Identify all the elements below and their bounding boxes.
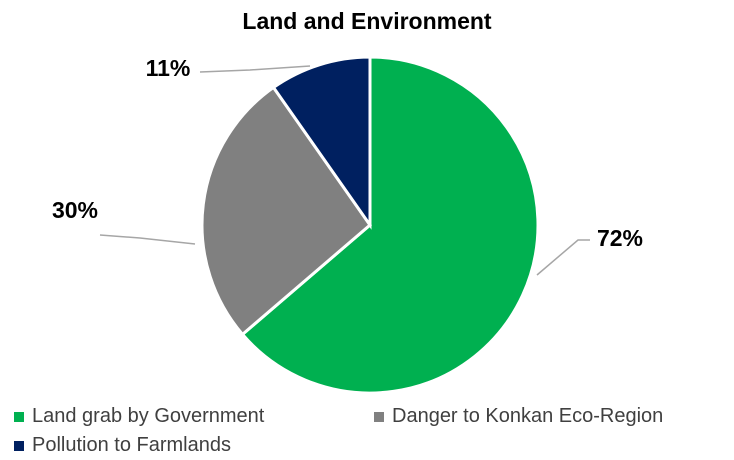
data-label-2: 11% (146, 55, 191, 81)
legend-row-2: Pollution to Farmlands (14, 431, 734, 460)
pie-slice-1 (200, 85, 373, 337)
legend-swatch-pollution (14, 440, 24, 451)
pie-slice-2 (271, 55, 372, 230)
legend-label-konkan: Danger to Konkan Eco-Region (392, 405, 664, 427)
legend-row-1: Land grab by Government Danger to Konkan… (14, 402, 734, 431)
pie-slice-0 (240, 55, 540, 395)
leader-line-1 (99, 234, 196, 245)
pie-chart: 72% 30% 11% (52, 55, 643, 395)
legend-label-pollution: Pollution to Farmlands (32, 434, 231, 456)
data-label-0: 72% (597, 225, 643, 251)
leader-line-2 (199, 65, 311, 73)
legend: Land grab by Government Danger to Konkan… (14, 402, 734, 460)
legend-swatch-land-grab (14, 411, 24, 422)
data-label-1: 30% (52, 197, 98, 223)
legend-swatch-konkan (374, 411, 384, 422)
legend-item-land-grab: Land grab by Government (14, 405, 374, 428)
legend-label-land-grab: Land grab by Government (32, 405, 265, 427)
legend-item-pollution: Pollution to Farmlands (14, 434, 231, 457)
legend-item-konkan: Danger to Konkan Eco-Region (374, 405, 663, 428)
chart-title: Land and Environment (242, 8, 492, 34)
leader-line-0 (536, 239, 590, 276)
